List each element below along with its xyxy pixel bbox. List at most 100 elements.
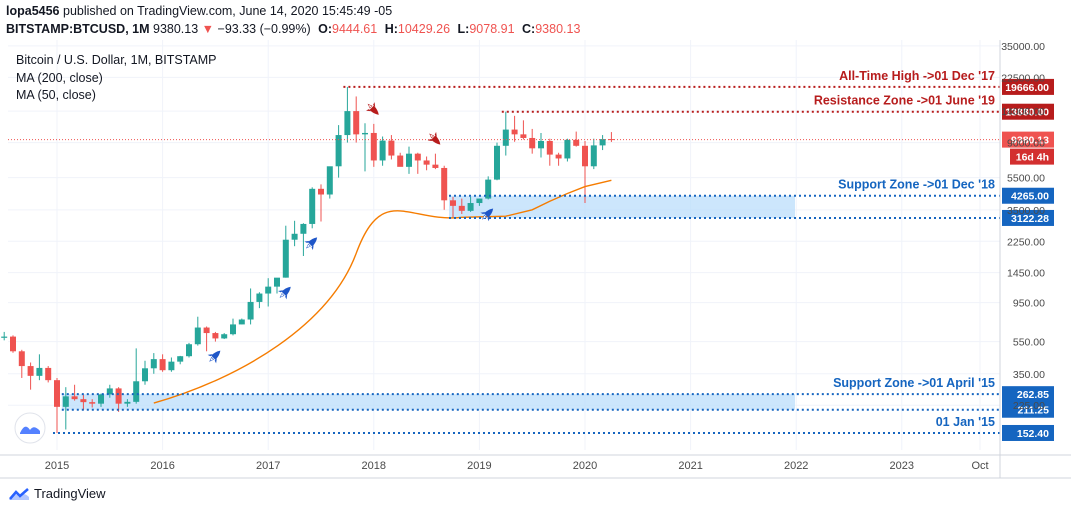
candle[interactable] — [423, 156, 430, 171]
candle[interactable] — [450, 196, 456, 218]
candle-body — [546, 140, 553, 155]
candle[interactable] — [511, 115, 518, 142]
candle[interactable] — [344, 86, 351, 143]
candle[interactable] — [397, 152, 404, 167]
candle-body — [441, 167, 448, 201]
candle[interactable] — [247, 288, 254, 325]
rocket-body — [281, 286, 291, 296]
candle[interactable] — [186, 342, 192, 358]
candle[interactable] — [582, 140, 588, 204]
candle[interactable] — [71, 384, 78, 401]
candle[interactable] — [546, 138, 553, 166]
candle[interactable] — [564, 138, 571, 162]
candle[interactable] — [326, 166, 333, 199]
candle[interactable] — [309, 187, 316, 229]
candle[interactable] — [362, 123, 368, 172]
candle[interactable] — [476, 198, 483, 206]
candle[interactable] — [230, 318, 236, 336]
candle[interactable] — [291, 220, 298, 247]
axis-price-tag: 3122.28 — [1002, 209, 1054, 226]
candle[interactable] — [441, 165, 448, 210]
candle[interactable] — [608, 132, 615, 142]
candle[interactable] — [36, 354, 43, 381]
candle-body — [27, 366, 34, 376]
candle[interactable] — [379, 136, 386, 166]
axes: 35000.00 22500.00 14000.00 9000.00 5500.00 35… — [0, 40, 1071, 479]
candle[interactable] — [238, 318, 245, 325]
candle[interactable] — [115, 387, 122, 412]
candle-body — [291, 233, 298, 240]
candle[interactable] — [388, 135, 395, 160]
candle[interactable] — [573, 131, 580, 147]
candle[interactable] — [256, 292, 263, 309]
candle[interactable] — [168, 357, 175, 372]
price-tag-label: 4265.00 — [1011, 191, 1049, 203]
brand[interactable]: TradingView — [8, 486, 106, 501]
chart-logo-icon[interactable] — [14, 412, 46, 444]
candle[interactable] — [18, 349, 25, 378]
candle-body — [573, 139, 580, 146]
candle-body — [1, 336, 8, 338]
candle[interactable] — [370, 123, 377, 167]
low-label: L: — [457, 22, 470, 36]
candle[interactable] — [150, 353, 157, 374]
candle[interactable] — [300, 223, 307, 256]
candle[interactable] — [10, 335, 16, 353]
candle[interactable] — [177, 355, 184, 365]
candle[interactable] — [194, 316, 201, 346]
candle[interactable] — [203, 326, 210, 352]
candle[interactable] — [318, 184, 324, 222]
candle[interactable] — [265, 278, 272, 307]
candle[interactable] — [414, 152, 421, 174]
candle[interactable] — [221, 333, 228, 340]
candle[interactable] — [27, 362, 34, 390]
level-label: All-Time High ->01 Dec '17 — [839, 69, 995, 83]
candle[interactable] — [538, 132, 544, 158]
author-name[interactable]: lopa5456 — [6, 4, 60, 18]
candle[interactable] — [274, 277, 280, 294]
candle[interactable] — [590, 138, 597, 170]
x-tick-label: 2023 — [890, 460, 914, 472]
axis-price-tag: 19666.00 — [1002, 78, 1054, 95]
candle[interactable] — [432, 153, 439, 170]
candle[interactable] — [282, 225, 289, 278]
x-tick-label: 2022 — [784, 460, 808, 472]
candle[interactable] — [599, 135, 606, 151]
candles[interactable] — [0, 86, 615, 433]
candle[interactable] — [458, 198, 465, 215]
candle-body — [555, 154, 562, 159]
candle-body — [238, 319, 245, 325]
ma50-legend[interactable]: MA (50, close) — [16, 88, 96, 102]
candle[interactable] — [494, 142, 500, 181]
candle-body — [458, 205, 465, 211]
candle[interactable] — [529, 128, 536, 154]
candle[interactable] — [1, 331, 8, 341]
candle[interactable] — [520, 120, 527, 140]
candle[interactable] — [502, 111, 509, 156]
rocket-down-icon — [366, 102, 379, 115]
candle[interactable] — [89, 399, 96, 408]
candle[interactable] — [142, 360, 148, 385]
candle[interactable] — [335, 125, 342, 178]
candle[interactable] — [467, 196, 474, 212]
candle[interactable] — [485, 176, 492, 200]
candle[interactable] — [555, 152, 562, 166]
candle[interactable] — [406, 146, 412, 174]
candle[interactable] — [133, 348, 140, 404]
x-tick-label: 2018 — [362, 460, 386, 472]
candle[interactable] — [80, 394, 87, 411]
candle-body — [98, 394, 104, 404]
candle[interactable] — [62, 387, 69, 430]
x-tick-label: 2019 — [467, 460, 491, 472]
candle[interactable] — [54, 377, 60, 433]
ma200-legend[interactable]: MA (200, close) — [16, 71, 103, 85]
candle[interactable] — [353, 96, 360, 143]
candle[interactable] — [159, 354, 166, 372]
candle[interactable] — [98, 393, 104, 407]
candle[interactable] — [45, 366, 52, 383]
candle-body — [80, 399, 87, 403]
candle[interactable] — [124, 399, 131, 407]
candle[interactable] — [106, 384, 113, 398]
candle[interactable] — [212, 331, 219, 342]
